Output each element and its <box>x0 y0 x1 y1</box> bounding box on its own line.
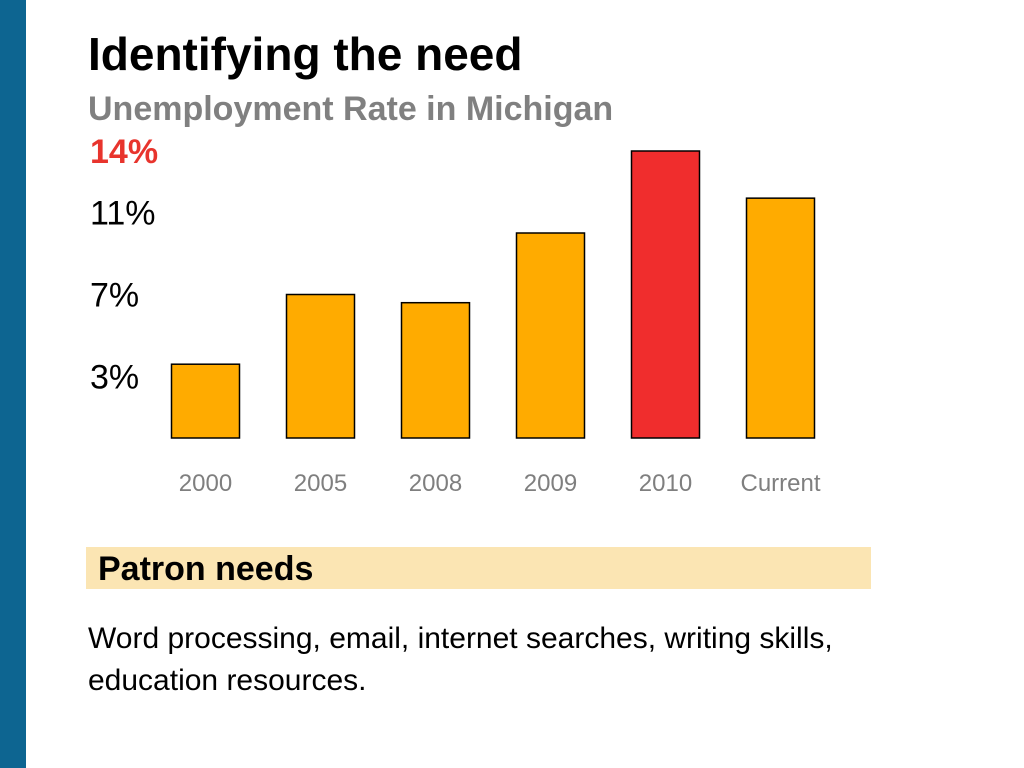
category-label-2000: 2000 <box>179 470 232 497</box>
section-title: Patron needs <box>98 550 314 588</box>
y-tick-label: 7% <box>90 277 139 315</box>
slide-subtitle: Unemployment Rate in Michigan <box>88 90 614 128</box>
bars-layer <box>170 150 816 439</box>
y-tick-label: 14% <box>90 133 158 171</box>
category-label-2005: 2005 <box>294 470 347 497</box>
bar-2009 <box>515 232 586 439</box>
category-label-2010: 2010 <box>639 470 692 497</box>
y-tick-labels: 3% 7% 11% 14% <box>90 133 158 397</box>
bar-2008 <box>400 301 471 439</box>
side-accent-bar <box>0 0 26 768</box>
bar-current <box>745 197 816 439</box>
patron-needs-header: Patron needs <box>86 547 871 589</box>
category-label-2008: 2008 <box>409 470 462 497</box>
x-category-labels: 2000 2005 2008 2009 2010 Current <box>179 470 821 497</box>
category-label-2009: 2009 <box>524 470 577 497</box>
body-text: Word processing, email, internet searche… <box>88 622 833 697</box>
slide-title: Identifying the need <box>88 28 523 80</box>
y-tick-label: 3% <box>90 359 139 397</box>
y-tick-label: 11% <box>90 195 156 233</box>
bar-2005 <box>285 293 356 439</box>
bar-2000 <box>170 363 241 439</box>
bar-2010 <box>630 150 701 439</box>
category-label-current: Current <box>740 470 820 497</box>
